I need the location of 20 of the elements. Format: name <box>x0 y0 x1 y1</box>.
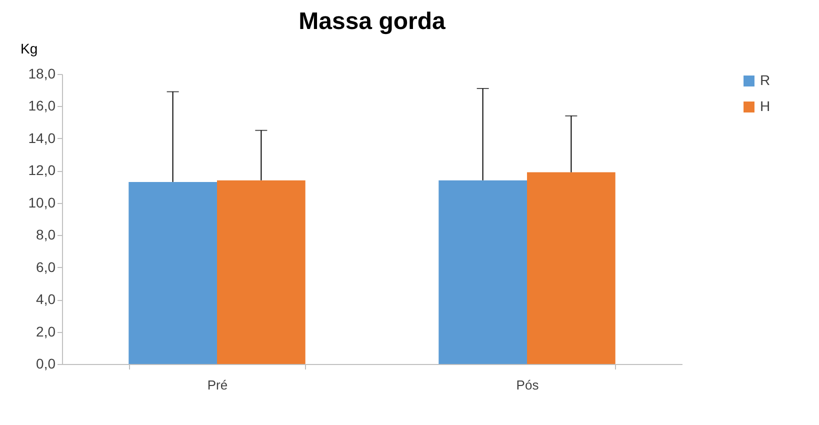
bar <box>527 172 616 364</box>
bar <box>217 180 306 364</box>
x-tick-label: Pré <box>207 378 228 392</box>
y-axis-title: Kg <box>20 40 38 56</box>
y-tick-label: 16,0 <box>28 98 56 114</box>
x-tick-label: Pós <box>516 378 540 392</box>
bar <box>128 182 217 364</box>
legend-label: R <box>760 72 770 88</box>
y-tick-label: 14,0 <box>28 130 56 146</box>
y-tick-label: 6,0 <box>36 258 56 275</box>
y-tick-label: 0,0 <box>36 356 56 372</box>
y-tick-label: 2,0 <box>36 323 56 340</box>
y-tick-label: 18,0 <box>28 66 56 82</box>
y-tick-label: 4,0 <box>36 291 56 308</box>
y-tick-label: 8,0 <box>36 226 56 243</box>
bar <box>438 180 527 364</box>
y-tick-label: 10,0 <box>28 194 56 210</box>
legend-label: H <box>760 98 770 114</box>
y-tick-label: 12,0 <box>28 162 56 178</box>
chart-title: Massa gorda <box>298 8 446 35</box>
